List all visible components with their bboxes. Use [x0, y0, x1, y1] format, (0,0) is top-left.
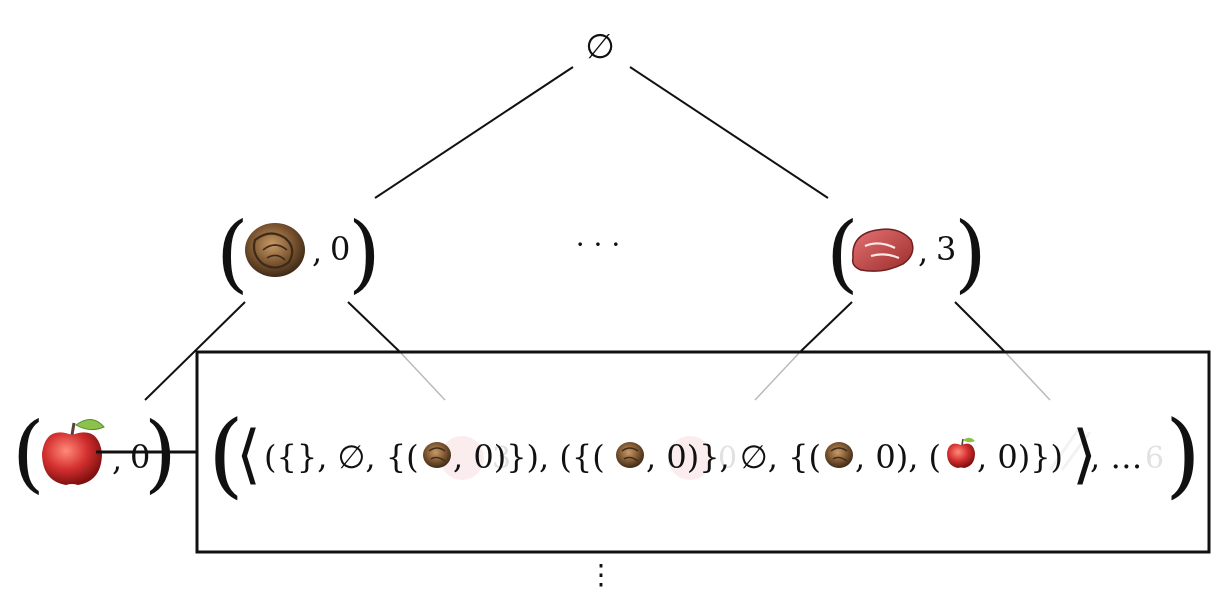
- expr-part-d: , 0), (: [855, 438, 941, 476]
- open-paren: (: [12, 404, 45, 502]
- edge-root-right: [629, 66, 829, 199]
- edge-left-child2-faded: [399, 351, 446, 401]
- faded-node-right: 6: [1048, 429, 1164, 476]
- edge-left-apple: [144, 301, 246, 401]
- walnut-icon: [616, 442, 644, 468]
- angle-close: ⟩: [1072, 418, 1097, 492]
- steak-icon: [851, 228, 914, 272]
- expr-part-e: , 0)}): [977, 438, 1063, 476]
- expr-part-b: , 0)}), ({(: [453, 438, 605, 476]
- close-paren: ): [954, 204, 987, 302]
- angle-open: ⟨: [236, 418, 261, 492]
- edge-right-child1: [799, 301, 853, 353]
- edge-root-left: [374, 66, 574, 199]
- edge-left-child2: [347, 301, 401, 353]
- node-walnut-0: ( , 0 ): [216, 204, 381, 302]
- sep: ,: [312, 232, 322, 270]
- expr-part-a: ({}, ∅, {(: [264, 438, 419, 476]
- close-paren: ): [348, 204, 381, 302]
- edge-right-child2: [954, 301, 1006, 353]
- ellipsis: · · ·: [576, 228, 621, 261]
- open-paren: (: [216, 204, 249, 302]
- node-apple-0: ( , 0 ): [12, 404, 177, 502]
- value: 0: [130, 438, 150, 476]
- faded-value-2: 0: [718, 441, 737, 476]
- node-steak-3: ( , 3 ): [826, 204, 987, 302]
- faded-node-middle: 0: [668, 436, 737, 480]
- value: 3: [936, 230, 956, 268]
- value: 0: [330, 230, 350, 268]
- faded-value-3: 6: [1145, 441, 1164, 476]
- walnut-icon: [423, 442, 451, 468]
- faded-node-left: 3: [440, 436, 511, 480]
- box-expression: ( ⟨ ({}, ∅, {( , 0)}), ({( , 0)}, ∅, {( …: [208, 401, 1201, 508]
- apple-icon: [947, 437, 975, 468]
- sep: ,: [112, 440, 122, 478]
- sep: ,: [918, 232, 928, 270]
- expr-part-c: , 0)}, ∅, {(: [646, 438, 821, 476]
- apple-icon: [42, 419, 105, 485]
- root-node-label: ∅: [585, 27, 615, 67]
- highlight-box: [195, 350, 1211, 554]
- outer-close-paren: ): [1165, 401, 1201, 508]
- faded-value-1: 3: [492, 441, 511, 476]
- walnut-icon: [245, 223, 305, 277]
- edge-right-child2-faded: [1004, 351, 1051, 401]
- walnut-icon: [825, 442, 853, 468]
- vertical-ellipsis: ⋮: [587, 558, 615, 591]
- expr-tail: , …: [1090, 438, 1142, 476]
- edge-right-child1-faded: [754, 351, 801, 401]
- outer-open-paren: (: [208, 401, 244, 508]
